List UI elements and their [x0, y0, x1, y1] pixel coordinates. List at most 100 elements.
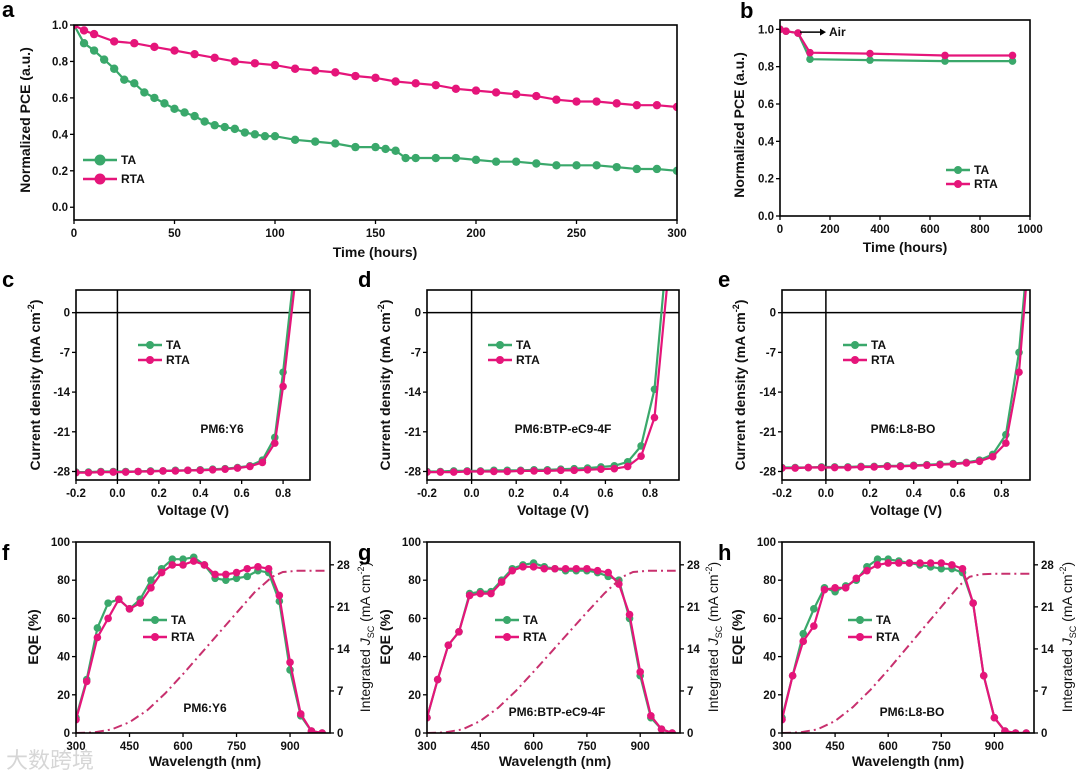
- data-point: [804, 463, 813, 472]
- y-tick-label: -21: [759, 427, 776, 439]
- legend-label-ta: TA: [876, 613, 891, 627]
- data-point: [431, 153, 440, 163]
- right-y-axis-label-sub: SC: [366, 625, 376, 638]
- data-point: [147, 584, 155, 592]
- data-point: [782, 464, 786, 472]
- data-point: [962, 459, 971, 467]
- legend-marker-rta: [496, 356, 504, 364]
- x-tick-label: 0.4: [192, 488, 209, 500]
- data-point: [74, 25, 79, 30]
- right-y-axis-label-end: ): [705, 562, 721, 567]
- x-tick-label: 450: [471, 741, 490, 753]
- series-rta: [74, 25, 677, 112]
- series-integrated-jsc: [427, 569, 676, 733]
- data-point: [196, 466, 205, 475]
- legend-marker-rta: [503, 633, 511, 641]
- x-tick-label: 150: [366, 228, 385, 240]
- x-tick-label: 600: [920, 224, 939, 236]
- panel-letter: c: [2, 267, 14, 292]
- right-y-axis-label-sub: SC: [1068, 625, 1078, 638]
- data-point: [794, 29, 802, 37]
- data-point: [243, 572, 252, 581]
- x-tick-label: 750: [932, 741, 951, 753]
- right-y-tick-label: 0: [687, 728, 693, 740]
- data-point: [491, 157, 501, 166]
- y-axis-label-end: ): [732, 300, 748, 305]
- x-tick-label: 750: [227, 741, 246, 753]
- data-point: [508, 566, 517, 575]
- y-axis-label: Normalized PCE (a.u.): [17, 47, 33, 192]
- data-point: [171, 467, 180, 475]
- data-point: [806, 55, 814, 63]
- data-point: [512, 157, 521, 166]
- right-y-axis-label-text: Integrated: [1059, 645, 1075, 712]
- y-axis-label: Current density (mA cm-2): [731, 300, 748, 471]
- x-tick-label: 450: [825, 741, 844, 753]
- panel-letter: a: [2, 0, 15, 22]
- y-axis-label-text: Current density (mA cm: [27, 312, 43, 470]
- data-point: [451, 153, 461, 163]
- panel-letter: f: [2, 540, 10, 565]
- y-axis-label-text: Current density (mA cm: [377, 312, 393, 470]
- right-y-tick-label: 28: [1041, 560, 1054, 572]
- data-point: [449, 468, 458, 476]
- data-point: [884, 559, 892, 567]
- data-point: [331, 139, 340, 148]
- data-point: [104, 614, 112, 623]
- right-y-axis-label-sup: -2: [1058, 566, 1068, 574]
- panel-d: d -0.2 0.0 0.2 0.4 0.6 0.8 0 -7 -14 -21 -28 Voltage …: [358, 267, 680, 518]
- data-point: [120, 75, 129, 84]
- series-rta: [427, 290, 668, 476]
- y-tick-label: 0.2: [758, 174, 774, 186]
- data-point: [657, 725, 666, 733]
- x-axis-label: Time (hours): [333, 244, 418, 260]
- data-point: [905, 559, 914, 567]
- right-y-axis-label-end: ): [357, 562, 373, 567]
- data-point: [610, 464, 619, 473]
- right-y-axis-label: Integrated JSC (mA cm-2): [704, 562, 724, 712]
- right-y-tick-label: 14: [1041, 644, 1054, 656]
- legend-marker-ta: [856, 616, 864, 624]
- series-line: [427, 290, 665, 473]
- y-tick-label: 80: [408, 575, 421, 587]
- data-point: [923, 461, 931, 470]
- right-y-tick-label: 21: [1041, 602, 1054, 614]
- data-point: [130, 79, 139, 88]
- data-point: [561, 564, 570, 573]
- series-line: [427, 565, 673, 733]
- legend-marker-ta: [146, 341, 154, 349]
- material-system-label: PM6:BTP-eC9-4F: [515, 422, 612, 436]
- data-point: [652, 164, 662, 174]
- right-y-axis-label-end: ): [1059, 562, 1075, 567]
- data-point: [1001, 727, 1009, 733]
- right-y-tick-label: 7: [337, 686, 343, 698]
- data-point: [941, 51, 949, 60]
- air-annotation: Air: [829, 25, 846, 39]
- data-point: [290, 135, 300, 145]
- legend-label-rta: RTA: [871, 353, 895, 367]
- data-point: [552, 95, 561, 104]
- data-point: [572, 564, 581, 573]
- data-point: [270, 60, 280, 70]
- y-tick-label: 40: [763, 652, 776, 664]
- y-tick-label: 0: [770, 308, 776, 320]
- data-point: [916, 559, 924, 567]
- x-tick-label: 0.6: [597, 488, 613, 500]
- x-tick-label: -0.2: [417, 488, 437, 500]
- data-point: [552, 161, 561, 170]
- data-point: [612, 99, 621, 108]
- data-point: [250, 130, 260, 139]
- data-point: [810, 622, 818, 630]
- x-tick-label: 0.6: [234, 488, 250, 500]
- data-point: [1022, 275, 1030, 283]
- data-point: [286, 658, 294, 667]
- y-tick-label: -7: [411, 347, 421, 359]
- x-axis-label: Voltage (V): [870, 502, 942, 518]
- series-rta: [76, 290, 296, 477]
- data-point: [572, 97, 581, 106]
- y-tick-label: 0: [770, 728, 776, 740]
- x-axis-label: Wavelength (nm): [499, 753, 611, 769]
- right-y-tick-label: 7: [1041, 686, 1047, 698]
- x-tick-label: 250: [567, 228, 586, 240]
